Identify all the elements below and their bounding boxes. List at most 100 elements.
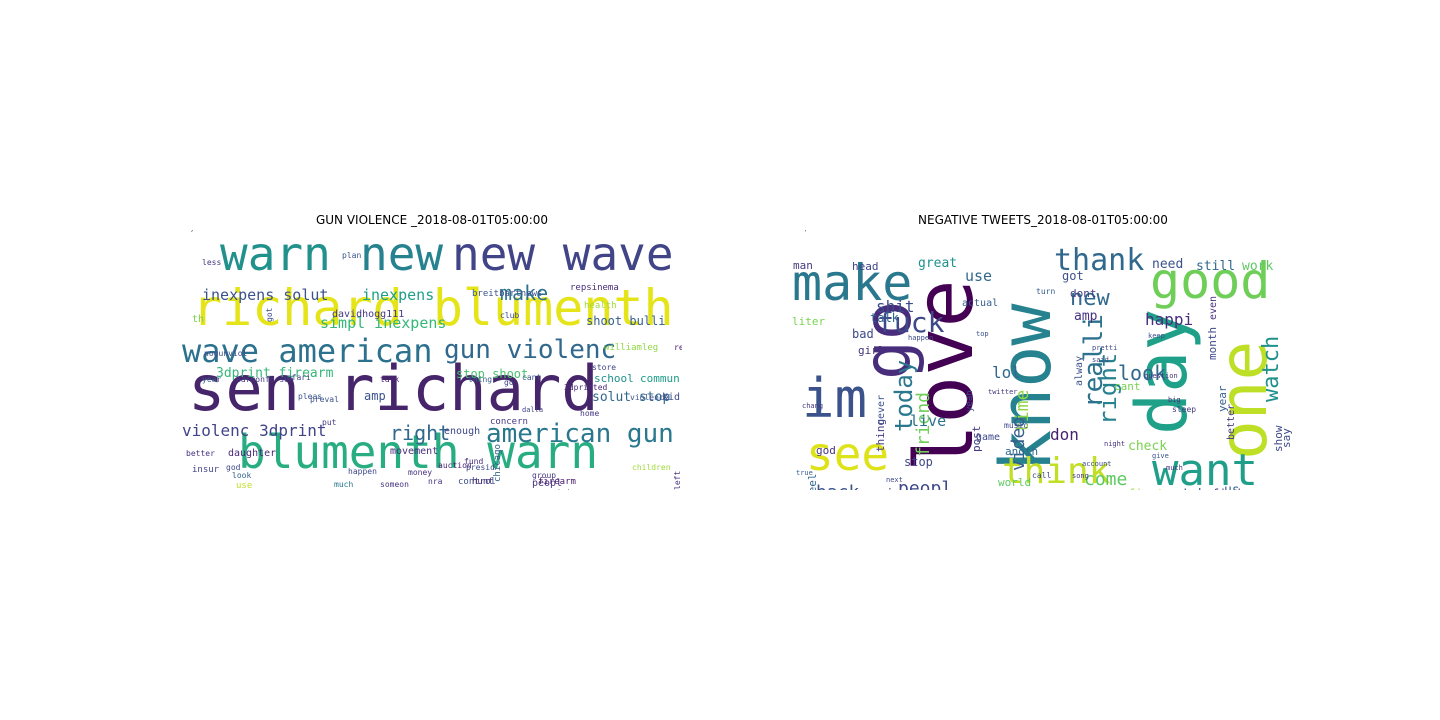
cloud-word: someon — [380, 480, 409, 489]
cloud-word: harmonforsen — [236, 375, 294, 384]
cloud-word: check — [1128, 439, 1167, 454]
cloud-word: feel — [806, 474, 819, 491]
cloud-word: one — [1205, 341, 1282, 460]
cloud-word: know — [985, 303, 1067, 472]
cloud-word: dalla — [522, 406, 543, 414]
cloud-word: solut stop — [592, 390, 670, 405]
cloud-word: video — [1008, 417, 1029, 471]
cloud-word: make — [792, 254, 912, 312]
cloud-word: look — [1118, 361, 1166, 385]
cloud-word: don — [1050, 425, 1079, 444]
cloud-word: american gun — [486, 419, 674, 449]
cloud-word: gun violenc — [444, 335, 616, 365]
cloud-word: need — [1152, 257, 1183, 272]
cloud-word: violenc 3dprint — [182, 421, 327, 440]
cloud-word: today — [890, 360, 918, 432]
cloud-word: group — [532, 471, 556, 480]
cloud-word: go — [504, 378, 514, 387]
cloud-word: insur — [192, 465, 220, 475]
cloud-word: much — [1166, 464, 1183, 472]
cloud-word: movement — [390, 446, 438, 457]
cloud-word: money — [408, 468, 432, 477]
cloud-word: peopl — [532, 478, 562, 489]
cloud-word: put — [322, 418, 337, 427]
cloud-word: state — [552, 488, 576, 490]
panel-title: NEGATIVE TWEETS_2018-08-01T05:00:00 — [918, 213, 1168, 227]
cloud-word: school — [594, 372, 634, 385]
cloud-word: music — [1004, 421, 1028, 430]
cloud-word: day — [1121, 309, 1203, 435]
cloud-word: go — [849, 301, 926, 380]
cloud-word: stop — [904, 455, 933, 469]
cloud-word: stop shoot — [456, 367, 528, 381]
cloud-word: take — [1182, 487, 1213, 490]
cloud-word: give — [1152, 452, 1169, 460]
cloud-word: sleep — [1172, 405, 1196, 414]
cloud-word: top — [976, 330, 989, 338]
cloud-word: new — [1070, 286, 1110, 311]
cloud-word: fund — [464, 457, 483, 466]
cloud-word: chicago — [493, 444, 503, 482]
cloud-word: look — [232, 471, 251, 480]
cloud-word: time — [1012, 390, 1033, 433]
cloud-word: said — [1092, 356, 1109, 364]
cloud-word: see — [806, 427, 889, 481]
cloud-word: fuck — [877, 306, 945, 339]
cloud-word: thing — [468, 375, 492, 384]
cloud-word: post — [970, 426, 983, 453]
cloud-word: month — [1206, 327, 1219, 360]
cloud-word: year — [1216, 385, 1229, 412]
cloud-word: turn — [1036, 287, 1055, 296]
cloud-word: bad — [852, 327, 874, 341]
cloud-word: enough — [444, 426, 480, 437]
cloud-word: god — [816, 444, 836, 457]
wordcloud-image: make love know day good one go im see want think th… — [792, 230, 1294, 490]
cloud-word: shoot bulli — [586, 314, 665, 328]
cloud-word: nogunviol — [204, 349, 248, 358]
wordcloud-panel-negative-tweets: NEGATIVE TWEETS_2018-08-01T05:00:00 make… — [792, 210, 1294, 490]
cloud-word: pleas — [298, 392, 322, 401]
cloud-word: 3dprinted — [564, 383, 608, 392]
cloud-word: thing — [874, 419, 887, 452]
cloud-word: man — [793, 259, 813, 272]
cloud-word: watch — [1259, 336, 1284, 402]
cloud-word: use — [965, 267, 992, 285]
cloud-word: amp — [1074, 309, 1098, 324]
cloud-word: us — [1224, 483, 1240, 490]
cloud-word: great — [918, 256, 957, 271]
cloud-word: preval — [310, 395, 339, 404]
cloud-word: god — [226, 463, 241, 472]
cloud-word: repsinema — [570, 283, 619, 293]
cloud-word: night — [1104, 440, 1125, 448]
cloud-word: cant — [522, 373, 541, 382]
cloud-word: violence — [630, 393, 669, 402]
cloud-word: find — [1212, 487, 1241, 490]
cloud-word: pretti — [1092, 344, 1117, 352]
cloud-word: plan — [342, 251, 361, 260]
cloud-word: head — [852, 260, 879, 273]
cloud-word: want — [1152, 445, 1258, 490]
cloud-word: 3dprint firearm — [216, 366, 334, 381]
cloud-word: presid — [466, 463, 495, 472]
cloud-word: davidhogg111 — [332, 309, 404, 320]
cloud-word: firearm — [538, 477, 576, 487]
cloud-word: club — [500, 311, 519, 320]
cloud-word: thank — [1054, 243, 1144, 278]
cloud-word: even — [1208, 296, 1219, 320]
cloud-word: happen — [908, 334, 933, 342]
cloud-word: shit — [876, 297, 915, 316]
cloud-word: liter — [792, 315, 825, 328]
cloud-word: next — [886, 476, 903, 484]
cloud-word: concern — [490, 417, 528, 427]
cloud-word: warn — [220, 230, 331, 281]
cloud-word: never — [876, 395, 887, 425]
cloud-word: stupid — [792, 230, 817, 232]
cloud-word: much — [334, 480, 353, 489]
cloud-word: sen richard — [188, 352, 599, 425]
cloud-word: good — [1150, 252, 1270, 310]
cloud-word: dont — [1070, 287, 1097, 300]
cloud-word: richard blumenth — [192, 279, 674, 337]
cloud-word: right — [390, 421, 450, 445]
cloud-word: th — [192, 314, 204, 325]
